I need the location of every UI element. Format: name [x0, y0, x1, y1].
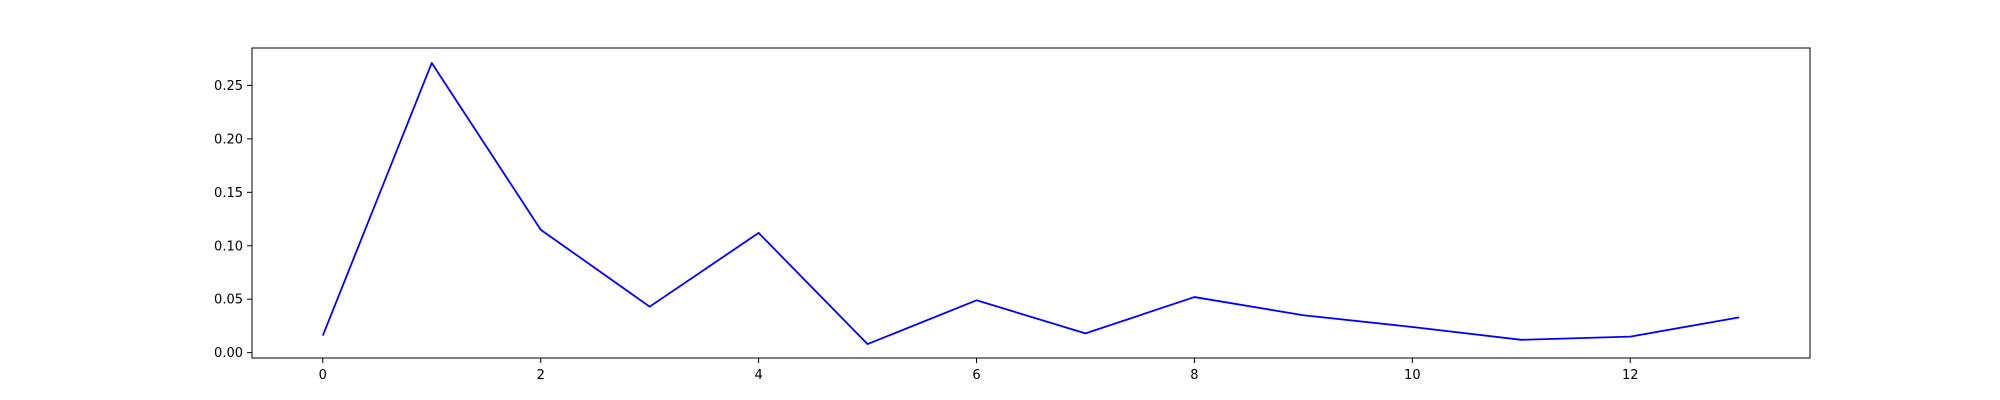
x-axis-ticks: 0 2 4 6 8 10 12: [319, 358, 1639, 383]
series-line: [321, 62, 1740, 346]
plot-area-frame: [251, 47, 1811, 359]
x-tick-label: 12: [1622, 368, 1639, 383]
x-tick-label: 10: [1404, 368, 1421, 383]
y-tick-label: 0.10: [214, 239, 243, 254]
x-tick-label: 4: [754, 368, 762, 383]
x-tick-label: 6: [972, 368, 980, 383]
y-tick-label: 0.15: [214, 186, 243, 201]
y-tick-label: 0.05: [214, 293, 243, 308]
x-tick-label: 0: [319, 368, 327, 383]
x-tick-label: 2: [537, 368, 545, 383]
x-tick-label: 8: [1190, 368, 1198, 383]
y-axis-ticks: 0.00 0.05 0.10 0.15 0.20 0.25: [214, 79, 252, 361]
y-tick-label: 0.20: [214, 132, 243, 147]
y-tick-label: 0.00: [214, 346, 243, 361]
series-layer: [321, 62, 1740, 346]
y-tick-label: 0.25: [214, 79, 243, 94]
